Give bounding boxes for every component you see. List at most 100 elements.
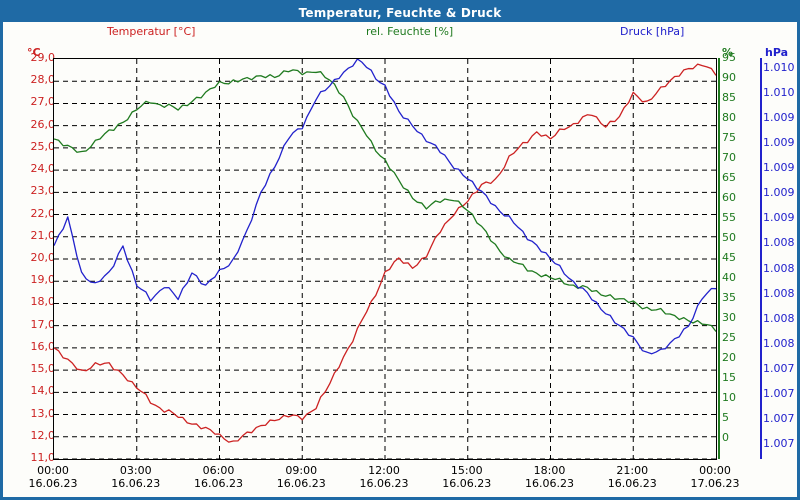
- pressure-tick-label: 1.008: [763, 286, 795, 300]
- temperature-tick-label: 11,0: [30, 451, 56, 464]
- legend-item-pressure: Druck [hPa]: [620, 25, 685, 38]
- temperature-tick-label: 26,0: [30, 117, 56, 131]
- legend-item-temperature: Temperatur [°C]: [107, 25, 196, 38]
- x-axis-tick: 00:00 17.06.23: [675, 464, 755, 490]
- temperature-tick-label: 22,0: [30, 206, 56, 220]
- series-line-temperature: [54, 63, 716, 443]
- legend: Temperatur [°C] rel. Feuchte [%] Druck […: [3, 22, 797, 44]
- humidity-tick-label: 0: [722, 431, 729, 444]
- humidity-tick-label: 20: [722, 351, 736, 364]
- x-tick-date: 16.06.23: [359, 477, 409, 490]
- temperature-tick-label: 25,0: [30, 139, 56, 153]
- pressure-tick-label: 1.008: [763, 236, 795, 250]
- x-tick-date: 17.06.23: [690, 477, 740, 490]
- x-axis-tick: 15:00 16.06.23: [427, 464, 507, 490]
- pressure-axis-line: [760, 58, 762, 459]
- window-title-bar: Temperatur, Feuchte & Druck: [3, 3, 797, 22]
- pressure-tick-label: 1.008: [763, 336, 795, 350]
- temperature-tick-label: 28,0: [30, 73, 56, 87]
- x-tick-time: 00:00: [699, 464, 731, 477]
- temperature-tick-label: 23,0: [30, 184, 56, 198]
- humidity-tick-label: 30: [722, 311, 736, 324]
- pressure-tick-label: 1.008: [763, 311, 795, 325]
- humidity-tick-label: 85: [722, 91, 736, 104]
- humidity-tick-label: 35: [722, 291, 736, 304]
- x-axis-tick: 00:00 16.06.23: [13, 464, 93, 490]
- temperature-tick-label: 29,0: [30, 51, 56, 64]
- x-tick-time: 21:00: [616, 464, 649, 477]
- humidity-tick-label: 40: [722, 271, 736, 284]
- humidity-tick-label: 60: [722, 191, 736, 204]
- axis-unit-pressure: hPa: [765, 46, 789, 59]
- x-axis-tick: 12:00 16.06.23: [344, 464, 424, 490]
- temperature-tick-label: 16,0: [30, 339, 56, 353]
- axis-unit-humidity: %: [722, 46, 734, 59]
- humidity-tick-label: 65: [722, 171, 736, 184]
- temperature-tick-label: 21,0: [30, 228, 56, 242]
- humidity-axis-line: [718, 58, 720, 459]
- x-tick-time: 06:00: [202, 464, 235, 477]
- humidity-tick-label: 10: [722, 391, 736, 404]
- humidity-tick-label: 75: [722, 131, 736, 144]
- plot-area-wrapper: °C % hPa 29,0 28,0 27,0 26,0 25,0 24,0 23,0 22,…: [3, 44, 797, 497]
- x-axis-tick: 18:00 16.06.23: [510, 464, 590, 490]
- x-tick-date: 16.06.23: [194, 477, 243, 490]
- series-line-pressure: [54, 59, 716, 355]
- x-tick-time: 12:00: [368, 464, 400, 477]
- axis-unit-temperature: °C: [27, 46, 41, 59]
- humidity-tick-label: 45: [722, 251, 736, 264]
- humidity-tick-label: 50: [722, 231, 736, 244]
- pressure-tick-label: 1.007: [763, 437, 795, 450]
- humidity-tick-label: 90: [722, 71, 736, 84]
- temperature-tick-label: 19,0: [30, 273, 56, 287]
- chart-plot: [53, 58, 717, 460]
- pressure-tick-label: 1.007: [763, 411, 795, 425]
- humidity-tick-label: 5: [722, 411, 729, 424]
- temperature-tick-label: 12,0: [30, 428, 56, 442]
- pressure-tick-label: 1.009: [763, 161, 795, 175]
- x-tick-date: 16.06.23: [442, 477, 492, 490]
- pressure-tick-label: 1.007: [763, 386, 795, 400]
- pressure-tick-label: 1.010: [763, 86, 795, 100]
- pressure-tick-label: 1.009: [763, 186, 795, 200]
- x-tick-time: 03:00: [119, 464, 152, 477]
- x-tick-date: 16.06.23: [276, 477, 326, 490]
- x-tick-date: 16.06.23: [525, 477, 574, 490]
- humidity-tick-label: 55: [722, 211, 736, 224]
- pressure-tick-label: 1.007: [763, 361, 795, 375]
- humidity-tick-label: 70: [722, 151, 736, 164]
- x-tick-time: 00:00: [37, 464, 69, 477]
- x-tick-date: 16.06.23: [607, 477, 657, 490]
- temperature-tick-label: 18,0: [30, 295, 56, 309]
- temperature-tick-label: 14,0: [30, 384, 56, 398]
- x-tick-time: 18:00: [533, 464, 566, 477]
- x-tick-time: 09:00: [285, 464, 318, 477]
- humidity-tick-label: 15: [722, 371, 736, 384]
- x-axis-tick: 09:00 16.06.23: [261, 464, 341, 490]
- temperature-tick-label: 15,0: [30, 362, 56, 376]
- x-tick-time: 15:00: [450, 464, 483, 477]
- temperature-tick-label: 27,0: [30, 95, 56, 109]
- temperature-tick-label: 24,0: [30, 162, 56, 176]
- humidity-tick-label: 25: [722, 331, 736, 344]
- grid-lines: [54, 59, 716, 459]
- x-axis-tick: 21:00 16.06.23: [592, 464, 672, 490]
- pressure-tick-label: 1.009: [763, 111, 795, 125]
- pressure-tick-label: 1.009: [763, 211, 795, 225]
- series-line-humidity: [54, 69, 716, 332]
- page-title: Temperatur, Feuchte & Druck: [298, 5, 502, 20]
- pressure-tick-label: 1.010: [763, 61, 795, 74]
- temperature-tick-label: 20,0: [30, 251, 56, 264]
- temperature-tick-label: 13,0: [30, 406, 56, 420]
- chart-svg: [54, 59, 716, 459]
- legend-item-humidity: rel. Feuchte [%]: [366, 25, 454, 38]
- pressure-tick-label: 1.009: [763, 136, 795, 150]
- x-axis-tick: 03:00 16.06.23: [96, 464, 176, 490]
- humidity-tick-label: 80: [722, 111, 736, 124]
- x-axis-tick: 06:00 16.06.23: [179, 464, 259, 490]
- humidity-tick-label: 95: [722, 51, 736, 64]
- temperature-tick-label: 17,0: [30, 317, 56, 331]
- x-tick-date: 16.06.23: [28, 477, 78, 490]
- data-series-group: [54, 59, 716, 443]
